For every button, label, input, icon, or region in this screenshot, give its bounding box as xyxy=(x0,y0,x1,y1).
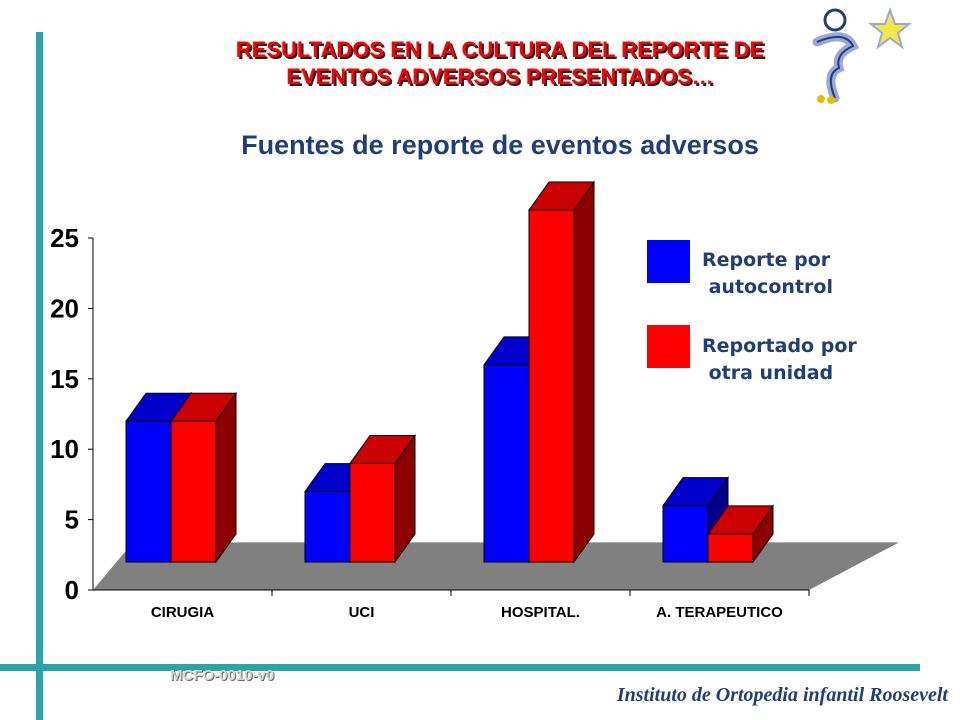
footer-institution: Instituto de Ortopedia infantil Roosevel… xyxy=(616,684,948,706)
slide-title: RESULTADOS EN LA CULTURA DEL REPORTE DE … xyxy=(150,36,850,90)
legend-swatch-series-1 xyxy=(647,240,690,283)
y-tick-label: 25 xyxy=(50,223,79,253)
legend-swatch-series-2 xyxy=(647,325,690,368)
x-tick-label: CIRUGIA xyxy=(151,604,215,621)
bar xyxy=(528,180,595,564)
y-tick-label: 20 xyxy=(50,293,79,323)
bar xyxy=(349,433,416,564)
title-line-2: EVENTOS ADVERSOS PRESENTADOS… xyxy=(286,64,714,89)
legend-label-series-2: Reportado por otra unidad xyxy=(702,333,902,387)
chart-title: Fuentes de reporte de eventos adversos xyxy=(241,130,759,160)
y-tick-label: 15 xyxy=(50,364,79,394)
y-tick-label: 5 xyxy=(65,505,79,535)
legend-line: autocontrol xyxy=(702,276,833,298)
legend-line: Reportado por xyxy=(702,335,857,357)
bar xyxy=(707,504,774,564)
accent-bar-vertical xyxy=(36,32,43,720)
x-tick-label: HOSPITAL. xyxy=(501,604,580,621)
accent-bar-horizontal xyxy=(0,664,920,671)
logo-figure-star-icon xyxy=(812,7,912,104)
footer-code: MCFO-0010-v0 xyxy=(170,667,275,684)
bar xyxy=(170,391,237,564)
legend-label-series-1: Reporte por autocontrol xyxy=(702,247,902,301)
y-tick-label: 0 xyxy=(65,575,79,605)
y-tick-label: 10 xyxy=(50,434,79,464)
title-line-1: RESULTADOS EN LA CULTURA DEL REPORTE DE xyxy=(235,37,765,62)
x-tick-label: UCI xyxy=(349,604,375,621)
legend-line: Reporte por xyxy=(702,249,831,271)
x-tick-label: A. TERAPEUTICO xyxy=(656,604,783,621)
legend-line: otra unidad xyxy=(702,362,834,384)
